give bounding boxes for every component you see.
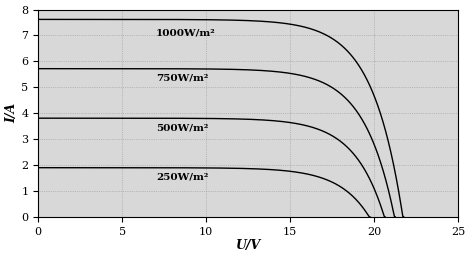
Y-axis label: I/A: I/A	[6, 103, 18, 123]
X-axis label: U/V: U/V	[236, 239, 261, 252]
Text: 500W/m²: 500W/m²	[156, 123, 208, 132]
Text: 750W/m²: 750W/m²	[156, 74, 208, 83]
Text: 1000W/m²: 1000W/m²	[156, 28, 216, 37]
Text: 250W/m²: 250W/m²	[156, 172, 208, 181]
